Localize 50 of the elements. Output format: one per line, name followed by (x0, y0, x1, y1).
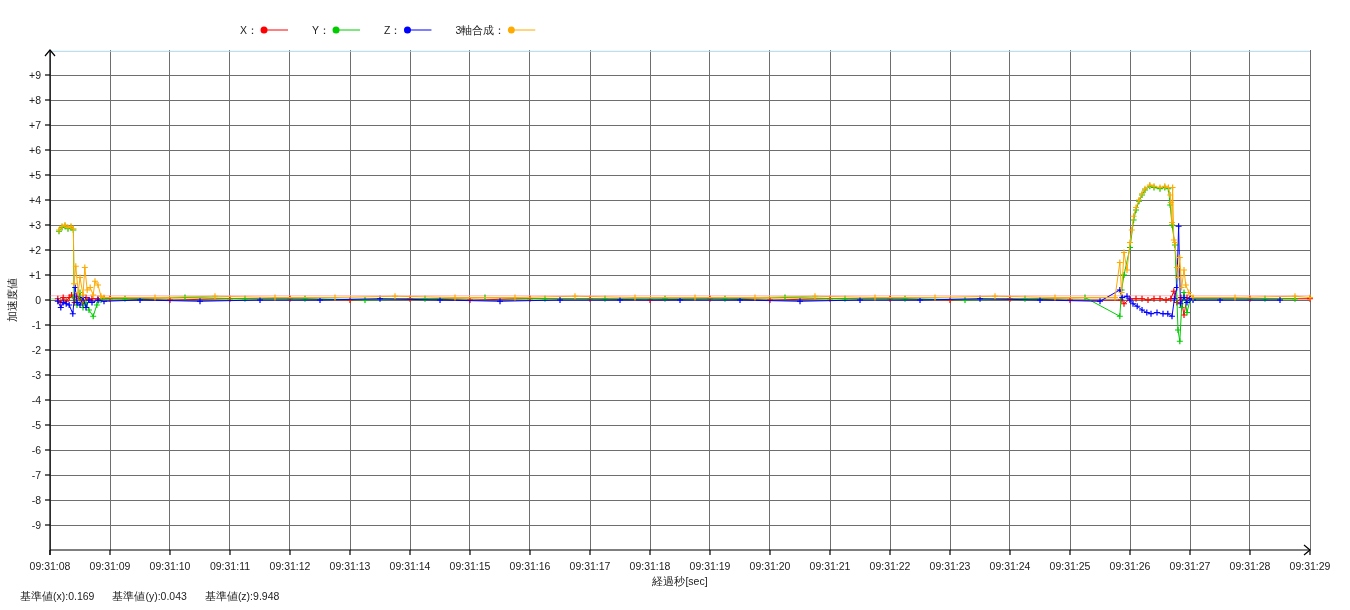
x-tick-label: 09:31:28 (1229, 560, 1271, 572)
legend-label: X： (240, 24, 259, 36)
x-tick-label: 09:31:08 (29, 560, 71, 572)
y-tick-label: -3 (31, 369, 42, 381)
x-tick-label: 09:31:29 (1289, 560, 1331, 572)
legend-label: Y： (312, 24, 331, 36)
y-tick-label: +2 (29, 244, 42, 256)
x-tick-label: 09:31:16 (509, 560, 551, 572)
y-tick-label: -8 (31, 494, 42, 506)
y-tick-label: -9 (31, 519, 42, 531)
y-tick-label: -7 (31, 469, 42, 481)
x-tick-label: 09:31:22 (869, 560, 911, 572)
y-tick-label: +5 (29, 169, 42, 181)
x-tick-label: 09:31:18 (629, 560, 671, 572)
x-tick-label: 09:31:17 (569, 560, 611, 572)
legend-label: 3軸合成： (455, 24, 506, 36)
y-tick-label: -5 (31, 419, 42, 431)
y-tick-label: +9 (29, 69, 42, 81)
y-tick-label: -6 (31, 444, 42, 456)
x-tick-label: 09:31:20 (749, 560, 791, 572)
x-tick-label: 09:31:13 (329, 560, 371, 572)
y-tick-label: +3 (29, 219, 42, 231)
x-tick-label: 09:31:11 (209, 560, 251, 572)
x-tick-label: 09:31:15 (449, 560, 491, 572)
x-tick-label: 09:31:14 (389, 560, 431, 572)
y-tick-label: +7 (29, 119, 42, 131)
y-tick-label: +6 (29, 144, 42, 156)
y-tick-label: +4 (29, 194, 42, 206)
x-tick-label: 09:31:09 (89, 560, 131, 572)
x-tick-label: 09:31:24 (989, 560, 1031, 572)
y-tick-label: -4 (31, 394, 42, 406)
x-tick-label: 09:31:23 (929, 560, 971, 572)
legend-label: Z： (384, 24, 402, 36)
x-tick-label: 09:31:19 (689, 560, 731, 572)
text: 基準値(x):0.169 (20, 590, 95, 602)
y-tick-label: +8 (29, 94, 42, 106)
x-tick-label: 09:31:27 (1169, 560, 1211, 572)
y-tick-label: 0 (35, 294, 42, 306)
x-tick-label: 09:31:25 (1049, 560, 1091, 572)
y-tick-label: +1 (29, 269, 42, 281)
x-tick-label: 09:31:10 (149, 560, 191, 572)
x-axis-title: 経過秒[sec] (651, 575, 708, 587)
x-tick-label: 09:31:12 (269, 560, 311, 572)
y-tick-label: -2 (31, 344, 42, 356)
y-axis-title: 加速度値 (6, 278, 18, 322)
text: 基準値(y):0.043 (112, 590, 188, 602)
x-tick-label: 09:31:21 (809, 560, 851, 572)
x-tick-label: 09:31:26 (1109, 560, 1151, 572)
text: 基準値(z):9.948 (204, 590, 280, 602)
y-tick-label: -1 (31, 319, 42, 331)
